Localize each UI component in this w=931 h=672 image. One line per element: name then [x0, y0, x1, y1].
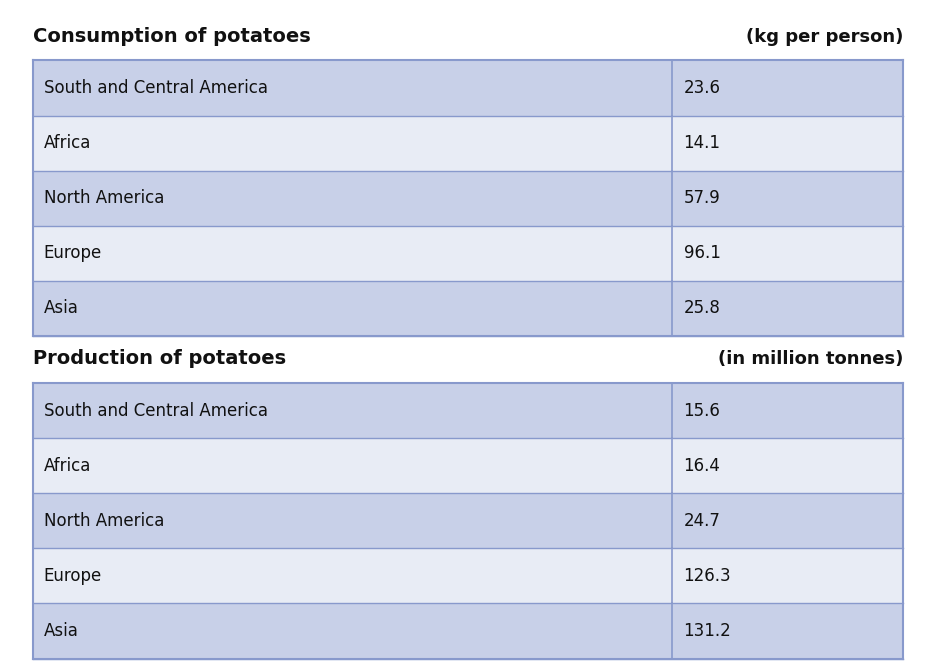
Text: (kg per person): (kg per person)	[746, 28, 903, 46]
Bar	[672, 281, 903, 336]
Bar	[33, 281, 672, 336]
Text: 15.6: 15.6	[683, 402, 721, 419]
Bar	[33, 493, 672, 548]
Text: 96.1: 96.1	[683, 245, 721, 262]
Bar	[33, 116, 672, 171]
Text: Production of potatoes: Production of potatoes	[33, 349, 286, 368]
Text: (in million tonnes): (in million tonnes)	[718, 350, 903, 368]
Text: Europe: Europe	[44, 245, 102, 262]
Text: North America: North America	[44, 512, 164, 530]
Text: South and Central America: South and Central America	[44, 79, 268, 97]
Text: 16.4: 16.4	[683, 457, 721, 474]
Bar	[672, 383, 903, 438]
Text: Asia: Asia	[44, 622, 78, 640]
Text: 14.1: 14.1	[683, 134, 721, 152]
Bar	[33, 226, 672, 281]
Text: 23.6: 23.6	[683, 79, 721, 97]
Bar	[672, 60, 903, 116]
Text: Asia: Asia	[44, 300, 78, 317]
Text: South and Central America: South and Central America	[44, 402, 268, 419]
Bar	[33, 438, 672, 493]
Text: Africa: Africa	[44, 134, 91, 152]
Text: North America: North America	[44, 190, 164, 207]
Bar	[33, 60, 672, 116]
Text: Consumption of potatoes: Consumption of potatoes	[33, 27, 310, 46]
Bar	[672, 171, 903, 226]
Bar	[672, 548, 903, 603]
Bar	[33, 603, 672, 659]
Text: 57.9: 57.9	[683, 190, 721, 207]
Bar	[672, 438, 903, 493]
Text: 131.2: 131.2	[683, 622, 732, 640]
Text: 24.7: 24.7	[683, 512, 721, 530]
Bar	[33, 171, 672, 226]
Bar	[672, 116, 903, 171]
Text: Africa: Africa	[44, 457, 91, 474]
Bar	[672, 226, 903, 281]
Text: Europe: Europe	[44, 567, 102, 585]
Bar	[33, 548, 672, 603]
Text: 25.8: 25.8	[683, 300, 721, 317]
Bar	[672, 493, 903, 548]
Bar	[672, 603, 903, 659]
Bar	[33, 383, 672, 438]
Text: 126.3: 126.3	[683, 567, 731, 585]
